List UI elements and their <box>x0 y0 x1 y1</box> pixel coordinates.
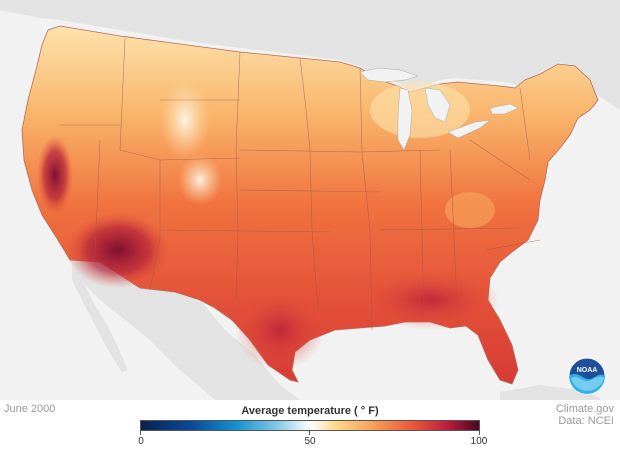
lake-ontario <box>489 103 519 115</box>
lake-huron <box>424 87 451 123</box>
credit-block: Climate.gov Data: NCEI <box>556 403 614 427</box>
state-borders <box>60 37 541 331</box>
baja-land <box>72 262 128 372</box>
legend-label-mid: 50 <box>304 436 316 447</box>
colorado-cool <box>178 155 222 205</box>
temperature-map: NOAA <box>0 0 620 400</box>
legend-tick-min <box>140 431 141 435</box>
gulf-heat <box>360 270 500 330</box>
svg-text:NOAA: NOAA <box>577 367 598 374</box>
noaa-logo-icon: NOAA <box>568 357 606 395</box>
great-lakes-cool <box>370 82 470 138</box>
california-valley-heat <box>37 135 73 215</box>
map-footer: June 2000 Average temperature ( ° F) 0 5… <box>0 400 620 450</box>
canada-land <box>0 0 620 110</box>
cuba-land <box>500 385 600 400</box>
lake-erie <box>447 119 491 139</box>
credit-data: Data: NCEI <box>558 415 614 427</box>
lake-superior <box>359 67 419 83</box>
legend-label-min: 0 <box>138 436 144 447</box>
rocky-cool <box>160 80 210 160</box>
mexico-land <box>70 260 300 400</box>
appalachian-cool <box>445 192 495 228</box>
legend-tick-max <box>479 431 480 435</box>
map-canvas <box>0 0 620 400</box>
legend-color-bar <box>140 420 480 431</box>
legend-tick-mid <box>309 431 310 435</box>
texas-heat <box>235 290 325 370</box>
date-label: June 2000 <box>4 403 56 415</box>
lake-michigan <box>397 87 413 151</box>
legend-title: Average temperature ( ° F) <box>241 405 379 417</box>
southwest-heat <box>66 212 170 288</box>
credit-source: Climate.gov <box>555 403 614 415</box>
legend-label-max: 100 <box>470 436 488 447</box>
